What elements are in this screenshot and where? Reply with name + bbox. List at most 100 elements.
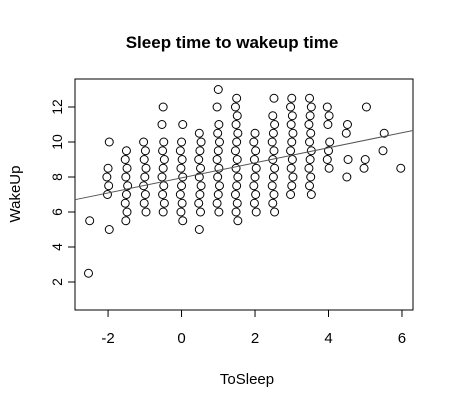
data-point xyxy=(102,172,112,182)
data-point xyxy=(251,190,261,199)
y-tick-label: 10 xyxy=(49,134,65,150)
data-point xyxy=(140,146,150,156)
data-point xyxy=(213,85,223,94)
data-point xyxy=(250,128,260,138)
data-point xyxy=(343,155,353,164)
data-point xyxy=(270,207,280,217)
x-tick-label: -2 xyxy=(101,330,114,347)
data-point xyxy=(122,163,132,173)
x-axis: -2 0 2 4 6 xyxy=(101,309,406,347)
data-point xyxy=(85,216,95,226)
data-point xyxy=(286,102,296,112)
data-point xyxy=(122,207,132,217)
data-point xyxy=(104,225,114,234)
data-point xyxy=(158,190,168,199)
data-point xyxy=(140,190,150,199)
data-point xyxy=(306,128,316,138)
data-point xyxy=(287,181,297,191)
data-point xyxy=(249,137,259,147)
data-point xyxy=(139,198,149,208)
data-point xyxy=(268,128,278,138)
data-point xyxy=(342,172,352,182)
data-point xyxy=(287,93,297,103)
data-point xyxy=(306,172,316,182)
data-point xyxy=(232,155,242,164)
data-point xyxy=(214,207,224,217)
data-point xyxy=(214,181,224,191)
data-point xyxy=(324,163,334,173)
data-point xyxy=(342,120,352,129)
chart-title: Sleep time to wakeup time xyxy=(126,33,339,52)
data-point xyxy=(141,207,151,217)
data-point xyxy=(139,155,149,164)
data-point xyxy=(232,198,242,208)
data-point xyxy=(231,207,241,217)
data-point xyxy=(304,163,314,173)
data-point xyxy=(286,146,296,156)
data-point xyxy=(102,190,112,199)
data-point xyxy=(249,155,259,164)
data-point xyxy=(269,190,279,199)
data-point xyxy=(231,163,241,173)
data-point xyxy=(212,198,222,208)
data-point xyxy=(233,128,243,138)
data-point xyxy=(157,172,167,182)
y-tick-label: 12 xyxy=(49,99,65,115)
data-point xyxy=(306,102,316,112)
data-point xyxy=(121,190,131,199)
data-point xyxy=(159,198,169,208)
x-axis-label: ToSleep xyxy=(220,371,274,388)
data-point xyxy=(287,111,297,121)
data-point xyxy=(159,155,169,164)
data-point xyxy=(194,155,204,164)
data-point xyxy=(324,146,333,156)
data-point xyxy=(194,198,204,208)
y-tick-label: 4 xyxy=(49,243,65,251)
x-tick-label: 2 xyxy=(251,330,259,347)
data-point xyxy=(158,163,168,173)
data-point xyxy=(251,146,261,156)
data-point xyxy=(139,181,149,191)
data-point xyxy=(287,137,297,147)
data-point xyxy=(251,163,261,173)
data-point xyxy=(121,146,131,156)
data-point xyxy=(287,155,297,164)
data-point xyxy=(305,155,315,164)
data-point xyxy=(213,190,223,199)
data-point xyxy=(305,137,315,147)
data-point xyxy=(269,146,279,156)
data-point xyxy=(324,111,334,121)
data-point xyxy=(213,146,223,156)
data-point xyxy=(194,225,204,234)
data-point xyxy=(176,207,186,217)
data-point xyxy=(176,163,186,173)
data-point xyxy=(214,163,224,173)
data-point xyxy=(306,190,316,199)
data-points xyxy=(83,85,406,278)
data-point xyxy=(233,172,243,182)
data-point xyxy=(341,128,351,138)
data-point xyxy=(175,190,185,199)
data-point xyxy=(139,137,149,147)
data-point xyxy=(288,128,298,138)
data-point xyxy=(250,172,260,182)
data-point xyxy=(286,190,296,199)
data-point xyxy=(230,146,240,156)
data-point xyxy=(269,93,279,103)
data-point xyxy=(104,181,114,191)
regression-line xyxy=(74,129,414,201)
data-point xyxy=(270,163,280,173)
data-point xyxy=(177,181,187,191)
data-point xyxy=(305,111,315,121)
data-point xyxy=(213,128,223,138)
data-point xyxy=(158,146,168,156)
data-point xyxy=(196,163,206,173)
data-point xyxy=(305,93,315,103)
plot-frame xyxy=(74,78,414,311)
x-tick-label: 4 xyxy=(324,330,332,347)
data-point xyxy=(212,155,222,164)
data-point xyxy=(305,181,315,191)
data-point xyxy=(268,172,278,182)
data-point xyxy=(359,163,369,173)
